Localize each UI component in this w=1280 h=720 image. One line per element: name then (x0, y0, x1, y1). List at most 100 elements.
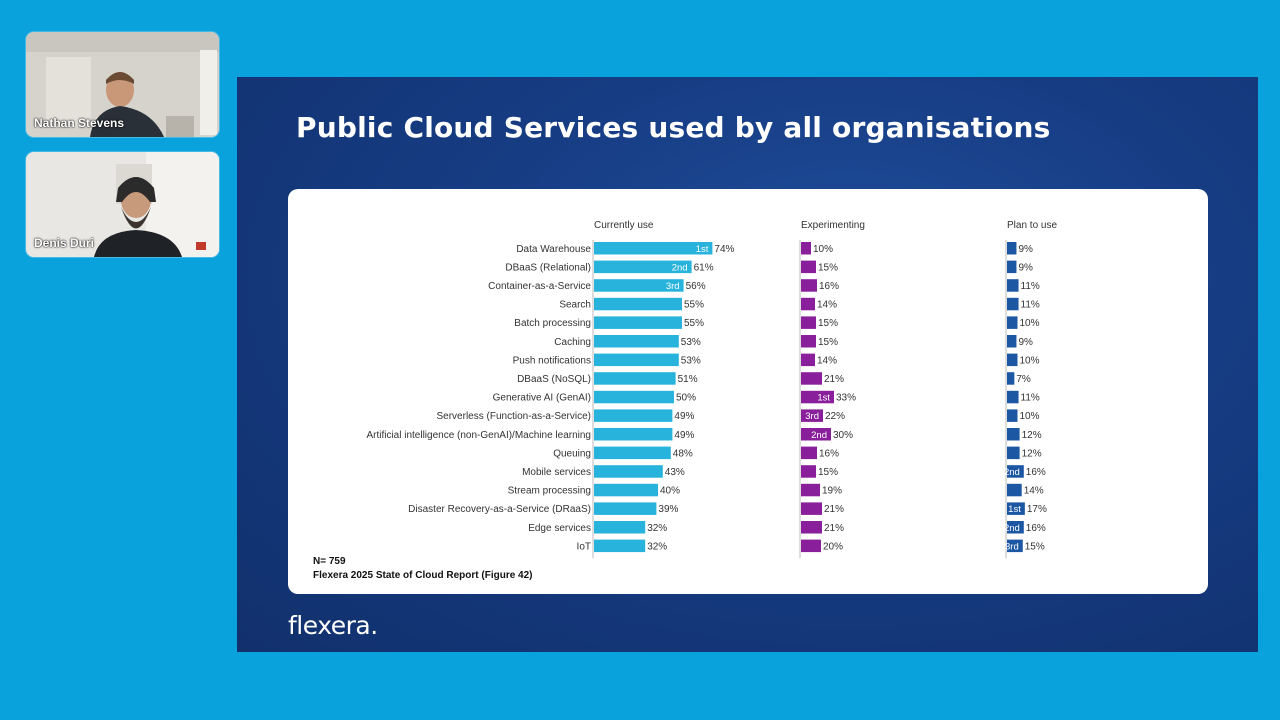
value-label-plan-to-use-caching: 9% (1018, 337, 1033, 348)
bar-plan-to-use-edge-services (1007, 521, 1024, 534)
value-label-currently-use-caching: 53% (681, 337, 701, 348)
bar-plan-to-use-queuing (1007, 446, 1020, 460)
value-label-plan-to-use-serverless-function-as-a-service: 10% (1020, 411, 1040, 422)
category-label-queuing: Queuing (553, 448, 591, 459)
value-label-currently-use-artificial-intelligence-non-genai-machine-learning: 49% (674, 430, 694, 441)
value-label-plan-to-use-push-notifications: 10% (1020, 355, 1040, 366)
bar-plan-to-use-dbaas-relational (1007, 260, 1017, 274)
flexera-logo: flexera. (288, 611, 378, 640)
value-label-experimenting-generative-ai-genai: 33% (836, 393, 856, 404)
value-label-experimenting-queuing: 16% (819, 448, 839, 459)
survey-bar-chart: Data Warehouse DBaaS (Relational) Containe… (366, 220, 1057, 559)
bar-experimenting-queuing (801, 446, 817, 460)
bar-experimenting-mobile-services (801, 465, 816, 478)
rank-label-plan-to-use-mobile-services: 2nd (1004, 467, 1020, 478)
value-label-plan-to-use-dbaas-nosql: 7% (1016, 374, 1031, 385)
value-label-experimenting-mobile-services: 15% (818, 467, 838, 478)
category-label-iot: IoT (577, 541, 591, 552)
value-label-experimenting-stream-processing: 19% (822, 486, 842, 497)
bar-currently-use-queuing (594, 446, 671, 460)
bar-plan-to-use-caching (1007, 335, 1017, 348)
rank-label-currently-use-dbaas-relational: 2nd (672, 262, 688, 273)
category-label-stream-processing: Stream processing (508, 486, 591, 497)
bar-currently-use-iot (594, 539, 646, 553)
category-label-data-warehouse: Data Warehouse (516, 244, 591, 255)
bar-currently-use-batch-processing (594, 316, 682, 329)
value-label-currently-use-iot: 32% (647, 541, 667, 552)
bar-plan-to-use-batch-processing (1007, 316, 1018, 329)
value-label-currently-use-stream-processing: 40% (660, 486, 680, 497)
bar-experimenting-search (801, 297, 815, 311)
bar-experimenting-iot (801, 539, 821, 553)
value-label-experimenting-container-as-a-service: 16% (819, 281, 839, 292)
value-label-currently-use-disaster-recovery-as-a-service-draas: 39% (658, 504, 678, 515)
value-label-plan-to-use-mobile-services: 16% (1026, 467, 1046, 478)
footnote-n: N= 759 (313, 556, 346, 567)
value-label-experimenting-edge-services: 21% (824, 523, 844, 534)
value-label-experimenting-search: 14% (817, 300, 837, 311)
bar-currently-use-stream-processing (594, 483, 658, 497)
value-label-currently-use-batch-processing: 55% (684, 318, 704, 329)
category-label-container-as-a-service: Container-as-a-Service (488, 281, 591, 292)
value-label-experimenting-dbaas-relational: 15% (818, 262, 838, 273)
value-label-plan-to-use-dbaas-relational: 9% (1018, 262, 1033, 273)
value-label-experimenting-iot: 20% (823, 541, 843, 552)
category-label-dbaas-nosql: DBaaS (NoSQL) (517, 374, 591, 385)
value-label-plan-to-use-queuing: 12% (1022, 448, 1042, 459)
value-label-currently-use-serverless-function-as-a-service: 49% (674, 411, 694, 422)
value-label-experimenting-dbaas-nosql: 21% (824, 374, 844, 385)
series-header-currently-use: Currently use (594, 220, 654, 231)
bar-experimenting-batch-processing (801, 316, 816, 329)
category-label-generative-ai-genai: Generative AI (GenAI) (493, 393, 591, 404)
value-label-plan-to-use-disaster-recovery-as-a-service-draas: 17% (1027, 504, 1047, 515)
value-label-plan-to-use-artificial-intelligence-non-genai-machine-learning: 12% (1022, 430, 1042, 441)
bar-plan-to-use-dbaas-nosql (1007, 372, 1015, 385)
value-label-experimenting-disaster-recovery-as-a-service-draas: 21% (824, 504, 844, 515)
bar-plan-to-use-disaster-recovery-as-a-service-draas (1007, 502, 1025, 515)
bar-currently-use-caching (594, 335, 679, 348)
value-label-currently-use-data-warehouse: 74% (714, 244, 734, 255)
participant-video-2 (26, 152, 219, 257)
value-label-currently-use-container-as-a-service: 56% (686, 281, 706, 292)
category-label-caching: Caching (554, 337, 591, 348)
value-label-experimenting-artificial-intelligence-non-genai-machine-learning: 30% (833, 430, 853, 441)
value-label-currently-use-dbaas-nosql: 51% (678, 374, 698, 385)
value-label-plan-to-use-stream-processing: 14% (1024, 486, 1044, 497)
category-label-dbaas-relational: DBaaS (Relational) (505, 262, 591, 273)
rank-label-currently-use-container-as-a-service: 3rd (666, 281, 680, 292)
value-label-currently-use-queuing: 48% (673, 448, 693, 459)
value-label-plan-to-use-generative-ai-genai: 11% (1021, 393, 1040, 404)
bar-currently-use-push-notifications (594, 353, 679, 367)
bar-plan-to-use-search (1007, 297, 1019, 311)
category-label-disaster-recovery-as-a-service-draas: Disaster Recovery-as-a-Service (DRaaS) (408, 504, 591, 515)
bar-plan-to-use-iot (1007, 539, 1023, 553)
bar-currently-use-artificial-intelligence-non-genai-machine-learning (594, 428, 673, 441)
bar-experimenting-dbaas-relational (801, 260, 816, 274)
rank-label-experimenting-serverless-function-as-a-service: 3rd (805, 411, 819, 422)
bar-experimenting-dbaas-nosql (801, 372, 822, 385)
bar-currently-use-dbaas-nosql (594, 372, 676, 385)
value-label-plan-to-use-container-as-a-service: 11% (1021, 281, 1040, 292)
value-label-experimenting-serverless-function-as-a-service: 22% (825, 411, 845, 422)
participant-tile-1[interactable]: Nathan Stevens (26, 32, 219, 137)
value-label-experimenting-push-notifications: 14% (817, 355, 837, 366)
bar-currently-use-mobile-services (594, 465, 663, 478)
bar-experimenting-push-notifications (801, 353, 815, 367)
participant-tile-2[interactable]: Denis Duri (26, 152, 219, 257)
value-label-currently-use-push-notifications: 53% (681, 355, 701, 366)
bar-plan-to-use-artificial-intelligence-non-genai-machine-learning (1007, 428, 1020, 441)
bar-currently-use-data-warehouse (594, 242, 713, 255)
category-label-mobile-services: Mobile services (522, 467, 591, 478)
value-label-plan-to-use-search: 11% (1021, 300, 1040, 311)
bar-plan-to-use-data-warehouse (1007, 242, 1017, 255)
category-label-search: Search (559, 300, 591, 311)
bar-experimenting-disaster-recovery-as-a-service-draas (801, 502, 822, 515)
category-label-serverless-function-as-a-service: Serverless (Function-as-a-Service) (437, 411, 592, 422)
bar-currently-use-disaster-recovery-as-a-service-draas (594, 502, 657, 515)
value-label-plan-to-use-data-warehouse: 9% (1018, 244, 1033, 255)
value-label-currently-use-search: 55% (684, 300, 704, 311)
value-label-experimenting-caching: 15% (818, 337, 838, 348)
bar-currently-use-dbaas-relational (594, 260, 692, 274)
bar-experimenting-data-warehouse (801, 242, 811, 255)
series-header-plan-to-use: Plan to use (1007, 220, 1057, 231)
